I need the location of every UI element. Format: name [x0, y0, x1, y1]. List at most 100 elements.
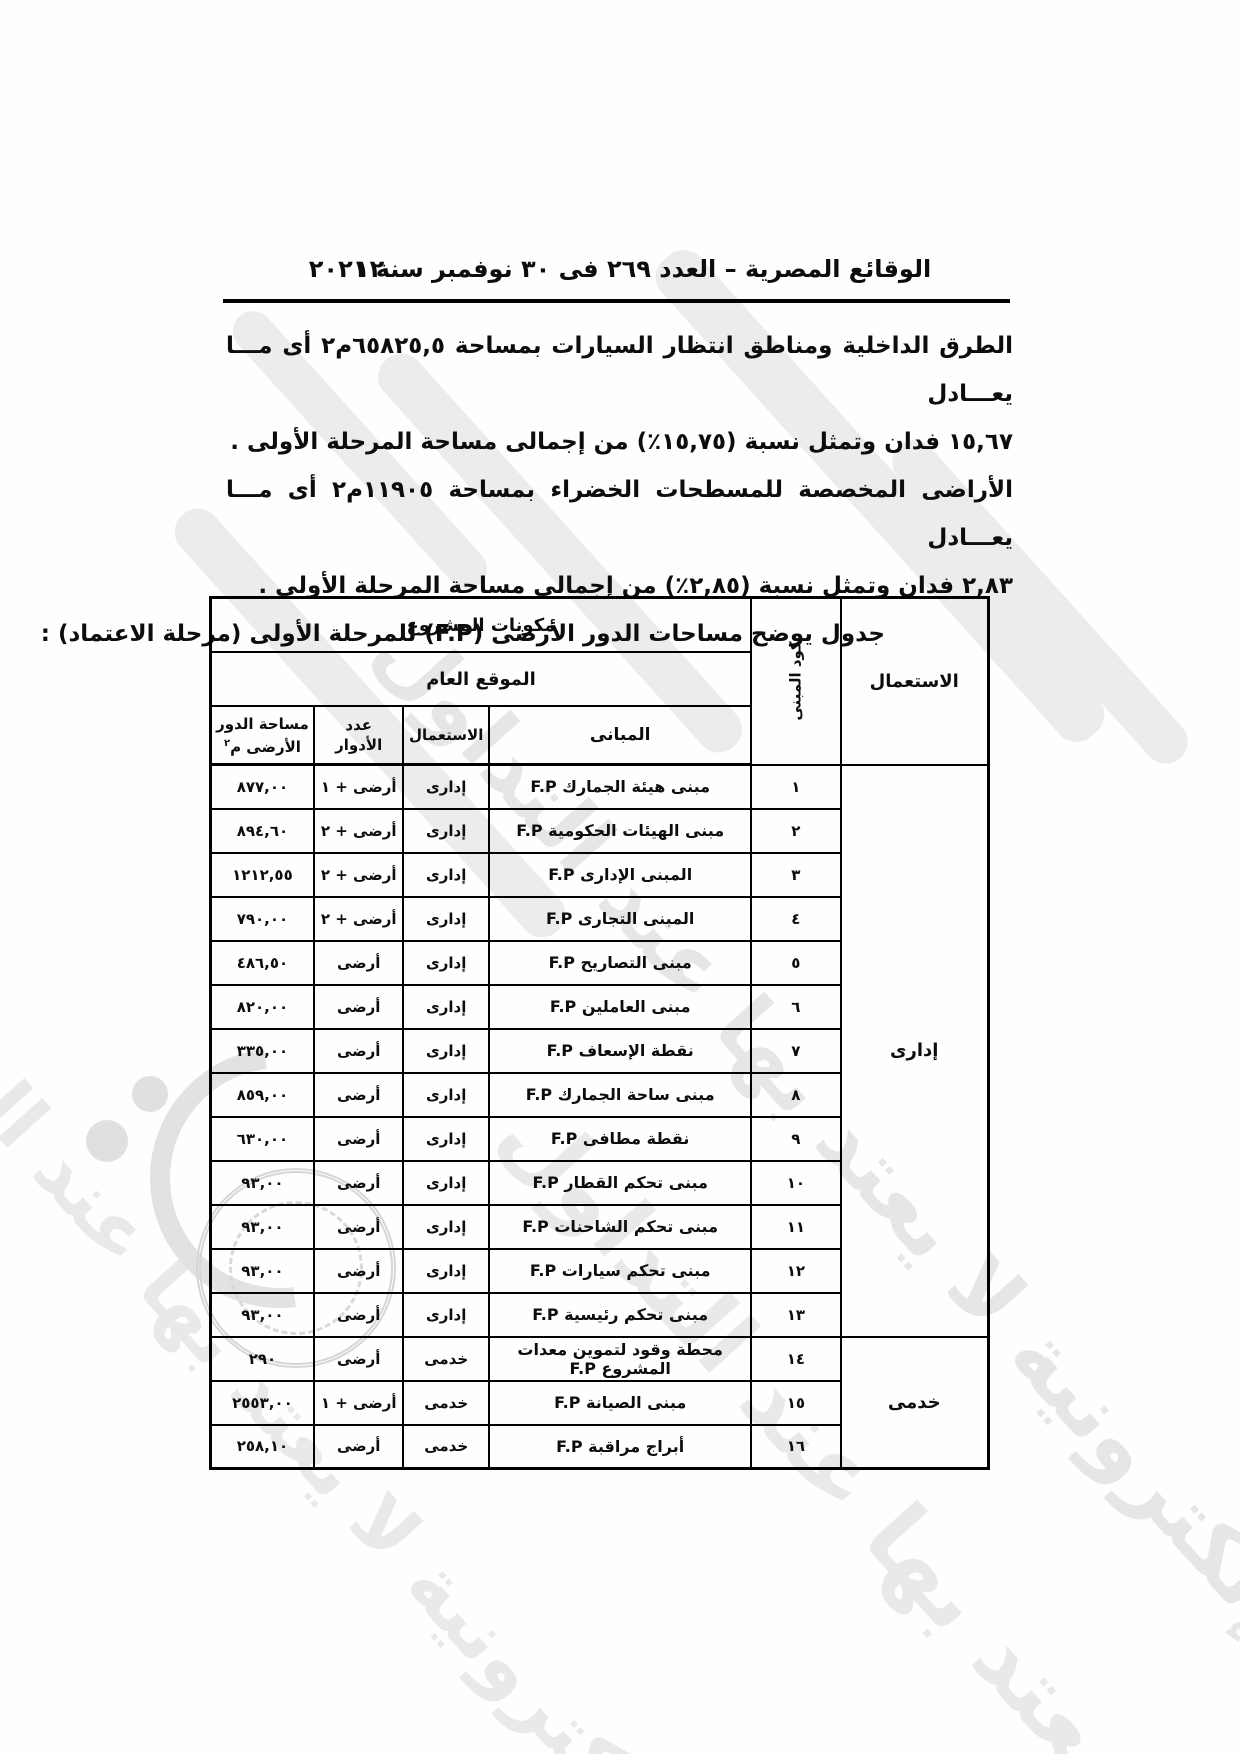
building-code-cell: ٧	[750, 1027, 842, 1074]
table-row: ١٥ مبنى الصيانة F.P خدمى أرضى + ١ ٢٥٥٣,٠٠	[209, 1379, 988, 1426]
floors-column-header: عدد الأدوار	[313, 705, 405, 766]
use-cell: إدارى	[402, 895, 491, 942]
building-code-cell: ١٣	[750, 1291, 842, 1338]
use-cell: إدارى	[402, 807, 491, 854]
use-cell: إدارى	[402, 1071, 491, 1118]
building-name-cell: مبنى الصيانة F.P	[488, 1379, 753, 1426]
building-name-cell: أبراج مراقبة F.P	[488, 1423, 753, 1470]
project-components-header-cell: مكونات المشروع	[209, 596, 753, 653]
area-cell: ٢٥٥٣,٠٠	[209, 1379, 316, 1426]
use-cell: خدمى	[402, 1335, 491, 1382]
area-cell: ٩٣,٠٠	[209, 1159, 316, 1206]
table-row: ١٢ مبنى تحكم سيارات F.P إدارى أرضى ٩٣,٠٠	[209, 1247, 988, 1294]
table-row: ٨ مبنى ساحة الجمارك F.P إدارى أرضى ٨٥٩,٠٠	[209, 1071, 988, 1118]
table-row: ٩ نقطة مطافى F.P إدارى أرضى ٦٣٠,٠٠	[209, 1115, 988, 1162]
table-row: إدارى ١ مبنى هيئة الجمارك F.P إدارى أرضى + ١…	[209, 763, 990, 1338]
area-cell: ٧٩٠,٠٠	[209, 895, 316, 942]
area-cell: ٨٥٩,٠٠	[209, 1071, 316, 1118]
building-name-cell: مبنى تحكم الشاحنات F.P	[488, 1203, 753, 1250]
area-cell: ٤٨٦,٥٠	[209, 939, 316, 986]
table-header-row: الاستعمال كود المبنى مكونات المشروع	[209, 596, 990, 766]
area-header-line1: مساحة الدور	[216, 714, 309, 733]
building-code-cell: ١٢	[750, 1247, 842, 1294]
paragraph-roads-line2: ١٥,٦٧ فدان وتمثل نسبة (١٥,٧٥٪) من إجمالى…	[230, 429, 1013, 455]
table-row: ١٦ أبراج مراقبة F.P خدمى أرضى ٢٥٨,١٠	[209, 1423, 988, 1470]
table-row: خدمى ١٤ محطة وقود لتموين معدات المشروع F.P…	[209, 1335, 990, 1470]
area-cell: ٢٥٨,١٠	[209, 1423, 316, 1470]
floors-cell: أرضى + ١	[313, 763, 405, 810]
building-name-cell: مبنى تحكم سيارات F.P	[488, 1247, 753, 1294]
building-name-cell: المبنى الإدارى F.P	[488, 851, 753, 898]
general-site-header-cell: الموقع العام	[209, 651, 753, 707]
area-cell: ٩٣,٠٠	[209, 1291, 316, 1338]
building-name-cell: مبنى ساحة الجمارك F.P	[488, 1071, 753, 1118]
area-cell: ٩٣,٠٠	[209, 1203, 316, 1250]
use-cell: إدارى	[402, 1115, 491, 1162]
floors-cell: أرضى	[313, 1071, 405, 1118]
building-code-cell: ٦	[750, 983, 842, 1030]
area-cell: ٢٩٠	[209, 1335, 316, 1382]
floors-cell: أرضى	[313, 1159, 405, 1206]
use-cell: خدمى	[402, 1379, 491, 1426]
building-name-cell: مبنى الهيئات الحكومية F.P	[488, 807, 753, 854]
building-name-cell: المبنى التجارى F.P	[488, 895, 753, 942]
use-cell: إدارى	[402, 983, 491, 1030]
building-code-cell: ١٥	[750, 1379, 842, 1426]
building-name-cell: محطة وقود لتموين معدات المشروع F.P	[488, 1335, 753, 1382]
building-code-cell: ٩	[750, 1115, 842, 1162]
use-cell: إدارى	[402, 851, 491, 898]
floors-cell: أرضى	[313, 1291, 405, 1338]
floors-cell: أرضى	[313, 1247, 405, 1294]
page-number: ١٢	[355, 255, 385, 283]
building-name-cell: مبنى هيئة الجمارك F.P	[488, 763, 753, 810]
building-code-cell: ٢	[750, 807, 842, 854]
building-name-cell: مبنى العاملين F.P	[488, 983, 753, 1030]
area-cell: ٨٢٠,٠٠	[209, 983, 316, 1030]
area-cell: ٩٣,٠٠	[209, 1247, 316, 1294]
building-name-cell: مبنى تحكم القطار F.P	[488, 1159, 753, 1206]
area-column-header: مساحة الدور الأرضى م٢	[209, 705, 316, 766]
ground-floor-areas-table: الاستعمال كود المبنى مكونات المشروع المو…	[208, 596, 990, 1470]
use-category-cell: إدارى	[839, 763, 990, 1338]
use-cell: إدارى	[402, 1247, 491, 1294]
building-code-cell: ٥	[750, 939, 842, 986]
building-name-cell: مبنى تحكم رئيسية F.P	[488, 1291, 753, 1338]
use-category-cell: خدمى	[839, 1335, 990, 1470]
floors-cell: أرضى + ٢	[313, 807, 405, 854]
area-header-line2: الأرضى م	[230, 737, 301, 756]
table-body: إدارى ١ مبنى هيئة الجمارك F.P إدارى أرضى + ١…	[209, 763, 990, 1470]
floors-cell: أرضى	[313, 1203, 405, 1250]
area-cell: ٨٩٤,٦٠	[209, 807, 316, 854]
table-row: ١٠ مبنى تحكم القطار F.P إدارى أرضى ٩٣,٠٠	[209, 1159, 988, 1206]
use-cell: إدارى	[402, 1291, 491, 1338]
building-name-cell: نقطة الإسعاف F.P	[488, 1027, 753, 1074]
use-cell: إدارى	[402, 763, 491, 810]
use-cell: إدارى	[402, 1159, 491, 1206]
table-row: ١٣ مبنى تحكم رئيسية F.P إدارى أرضى ٩٣,٠٠	[209, 1291, 988, 1338]
area-cell: ١٢١٢,٥٥	[209, 851, 316, 898]
floors-cell: أرضى + ٢	[313, 895, 405, 942]
use-column-header: الاستعمال	[402, 705, 491, 766]
building-code-cell: ٣	[750, 851, 842, 898]
paragraph-green-areas-line1: الأراضى المخصصة للمسطحات الخضراء بمساحة …	[226, 477, 1013, 551]
table-row: ٥ مبنى التصاريح F.P إدارى أرضى ٤٨٦,٥٠	[209, 939, 988, 986]
floors-cell: أرضى + ٢	[313, 851, 405, 898]
building-code-header-cell: كود المبنى	[750, 596, 842, 766]
use-cell: إدارى	[402, 1027, 491, 1074]
table-row: ١١ مبنى تحكم الشاحنات F.P إدارى أرضى ٩٣,٠٠	[209, 1203, 988, 1250]
use-cell: إدارى	[402, 939, 491, 986]
paragraph-roads-line1: الطرق الداخلية ومناطق انتظار السيارات بم…	[226, 333, 1013, 407]
building-code-cell: ٨	[750, 1071, 842, 1118]
floors-header-line2: الأدوار	[335, 736, 383, 754]
building-code-cell: ١٦	[750, 1423, 842, 1470]
table-header: الاستعمال كود المبنى مكونات المشروع المو…	[209, 596, 990, 766]
building-name-cell: نقطة مطافى F.P	[488, 1115, 753, 1162]
floors-header-line1: عدد	[345, 716, 372, 734]
building-code-cell: ٤	[750, 895, 842, 942]
use-cell: خدمى	[402, 1423, 491, 1470]
floors-cell: أرضى + ١	[313, 1379, 405, 1426]
floors-cell: أرضى	[313, 1423, 405, 1470]
use-group-header-cell: الاستعمال	[839, 596, 990, 766]
table-row: ٧ نقطة الإسعاف F.P إدارى أرضى ٣٣٥,٠٠	[209, 1027, 988, 1074]
